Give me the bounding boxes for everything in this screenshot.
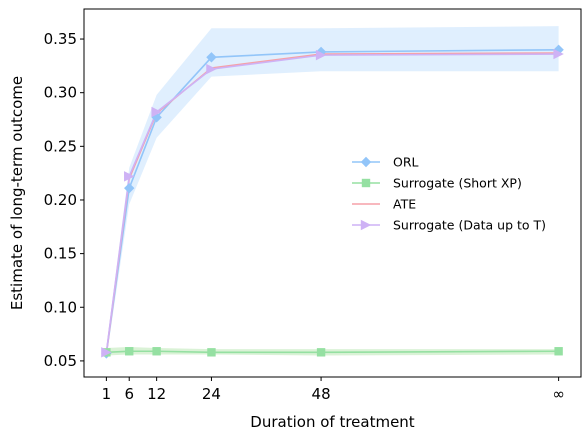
series-markers xyxy=(101,44,564,359)
band-orl xyxy=(106,26,559,359)
x-tick-label: ∞ xyxy=(552,385,565,403)
confidence-bands xyxy=(106,26,559,359)
plot-frame xyxy=(83,8,582,378)
point-surrogate-short-xp xyxy=(125,347,134,356)
line-surrogate-data-up-to-t xyxy=(105,53,559,353)
legend-label-surrogate-short-xp: Surrogate (Short XP) xyxy=(393,176,522,191)
y-tick-label: 0.20 xyxy=(44,191,77,209)
y-tick-label: 0.35 xyxy=(44,30,77,48)
legend-label-ate: ATE xyxy=(393,197,416,212)
point-surrogate-data-up-to-t xyxy=(553,48,564,60)
y-tick-label: 0.15 xyxy=(44,245,77,263)
point-orl xyxy=(553,44,564,55)
point-orl xyxy=(206,52,217,63)
point-surrogate-data-up-to-t xyxy=(315,49,327,61)
y-tick-label: 0.25 xyxy=(44,137,77,155)
x-tick-label: 12 xyxy=(147,385,166,403)
y-tick-label: 0.05 xyxy=(44,352,77,370)
point-surrogate-data-up-to-t xyxy=(124,171,135,182)
y-tick-label: 0.30 xyxy=(44,84,77,102)
series-lines xyxy=(105,48,559,354)
y-axis-title: Estimate of long-term outcome xyxy=(8,76,26,310)
legend-label-surrogate-data-up-to-t: Surrogate (Data up to T) xyxy=(393,218,546,233)
x-tick-label: 1 xyxy=(102,385,112,403)
point-surrogate-short-xp xyxy=(316,348,326,357)
legend-label-orl: ORL xyxy=(393,155,419,170)
x-tick-label: 48 xyxy=(312,385,331,403)
point-surrogate-short-xp xyxy=(152,347,161,356)
point-surrogate-data-up-to-t xyxy=(151,106,162,118)
legend: ORL Surrogate (Short XP) ATE Surrogate (Dat… xyxy=(352,155,546,233)
legend-marker-surrogate-data-up-to-t xyxy=(360,219,372,231)
point-orl xyxy=(151,112,162,123)
point-orl xyxy=(124,182,135,194)
y-axis-ticks: 0.05 0.10 0.15 0.20 0.25 0.30 0.35 xyxy=(44,30,84,370)
line-orl xyxy=(105,48,559,354)
x-tick-label: 6 xyxy=(124,385,134,403)
legend-marker-surrogate-short-xp xyxy=(361,178,371,188)
x-axis-ticks: 1 6 12 24 48 ∞ xyxy=(102,377,565,403)
point-surrogate-data-up-to-t xyxy=(101,347,112,358)
legend-marker-orl xyxy=(360,156,372,168)
band-surrogate-short-xp xyxy=(106,346,559,356)
point-surrogate-short-xp xyxy=(207,348,216,357)
x-axis-title: Duration of treatment xyxy=(250,413,415,431)
point-surrogate-data-up-to-t xyxy=(206,63,217,75)
point-surrogate-short-xp xyxy=(554,347,563,356)
x-tick-label: 24 xyxy=(202,385,221,403)
y-tick-label: 0.10 xyxy=(44,298,77,316)
